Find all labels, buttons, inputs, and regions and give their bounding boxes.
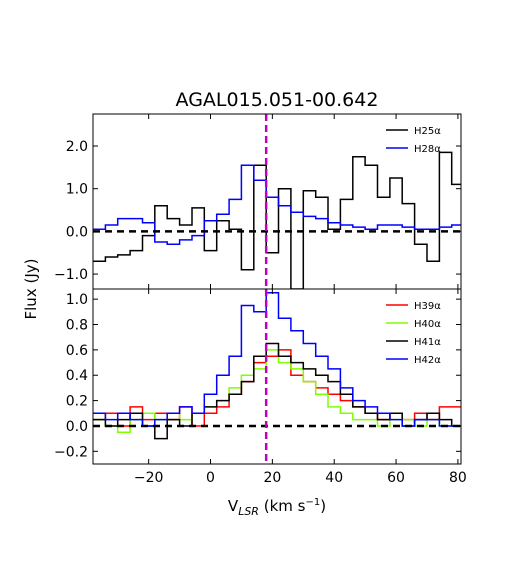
top-ytick-label-1: 0.0 xyxy=(66,224,88,240)
top-panel: −1.0 0.0 1.0 2.0 H25α H28α xyxy=(54,113,462,290)
bottom-xtick-label-2: 20 xyxy=(263,470,281,486)
bottom-ytick-label-3: 0.4 xyxy=(66,368,88,384)
bottom-xtick-label-5: 80 xyxy=(449,470,467,486)
bottom-panel: −20 0 20 40 60 80−0.20.00.20.40.60.81.0 H39αH… xyxy=(54,288,467,486)
top-legend-label-0: H25α xyxy=(414,126,441,137)
bottom-series-0 xyxy=(93,349,461,427)
top-series-1 xyxy=(93,164,461,245)
bottom-xtick-label-4: 60 xyxy=(387,470,405,486)
bottom-legend-label-0: H39α xyxy=(414,301,441,312)
bottom-ytick-label-2: 0.2 xyxy=(66,394,88,410)
bottom-xtick-label-1: 0 xyxy=(206,470,215,486)
bottom-xtick-label-3: 40 xyxy=(325,470,343,486)
chart-title: AGAL015.051-00.642 xyxy=(176,89,379,111)
bottom-xtick-label-0: −20 xyxy=(134,470,164,486)
bottom-legend-label-2: H41α xyxy=(414,337,441,348)
bottom-legend: H39α H40α H41α H42α xyxy=(386,301,441,366)
bottom-ytick-label-1: 0.0 xyxy=(66,419,88,435)
bottom-ytick-label-4: 0.6 xyxy=(66,343,88,359)
bottom-panel-frame xyxy=(92,288,462,465)
top-legend: H25α H28α xyxy=(386,126,441,155)
bottom-legend-label-3: H42α xyxy=(414,355,441,366)
x-axis-label: VLSR (km s−1) xyxy=(228,497,326,518)
bottom-ytick-label-5: 0.8 xyxy=(66,318,88,334)
bottom-ytick-label-0: −0.2 xyxy=(54,444,88,460)
top-legend-label-1: H28α xyxy=(414,144,441,155)
bottom-legend-label-1: H40α xyxy=(414,319,441,330)
bottom-series-2 xyxy=(93,342,461,440)
top-ytick-label-3: 2.0 xyxy=(66,139,88,155)
bottom-ytick-label-6: 1.0 xyxy=(66,292,88,308)
top-series-0 xyxy=(93,151,461,289)
top-ytick-label-0: −1.0 xyxy=(54,267,88,283)
top-ytick-label-2: 1.0 xyxy=(66,182,88,198)
top-panel-frame xyxy=(92,113,462,290)
y-axis-label: Flux (Jy) xyxy=(22,259,40,320)
